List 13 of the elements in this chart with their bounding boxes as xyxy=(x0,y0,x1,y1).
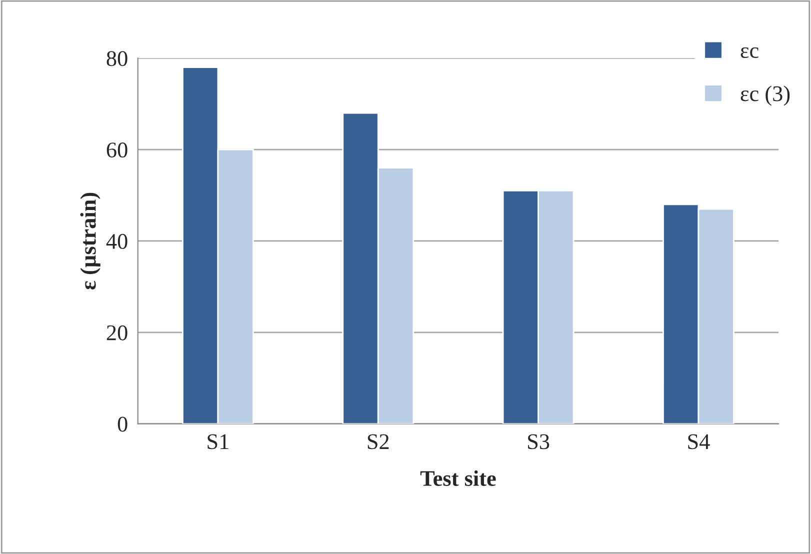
y-tick-label: 60 xyxy=(106,142,128,158)
x-tick-label: S4 xyxy=(688,434,710,450)
y-tick-label: 20 xyxy=(106,325,128,340)
y-tick-label: 80 xyxy=(106,51,128,66)
legend-label: εc (3) xyxy=(740,86,790,106)
x-tick-label: S2 xyxy=(368,434,389,450)
y-axis-title: ε (µstrain) xyxy=(80,192,100,290)
x-tick-label: S3 xyxy=(528,434,550,450)
y-tick-label: 0 xyxy=(118,416,128,432)
x-axis-title: Test site xyxy=(420,470,496,486)
x-tick-label: S1 xyxy=(208,434,228,450)
y-tick-label: 40 xyxy=(106,234,128,249)
legend-label: εc xyxy=(740,47,758,58)
